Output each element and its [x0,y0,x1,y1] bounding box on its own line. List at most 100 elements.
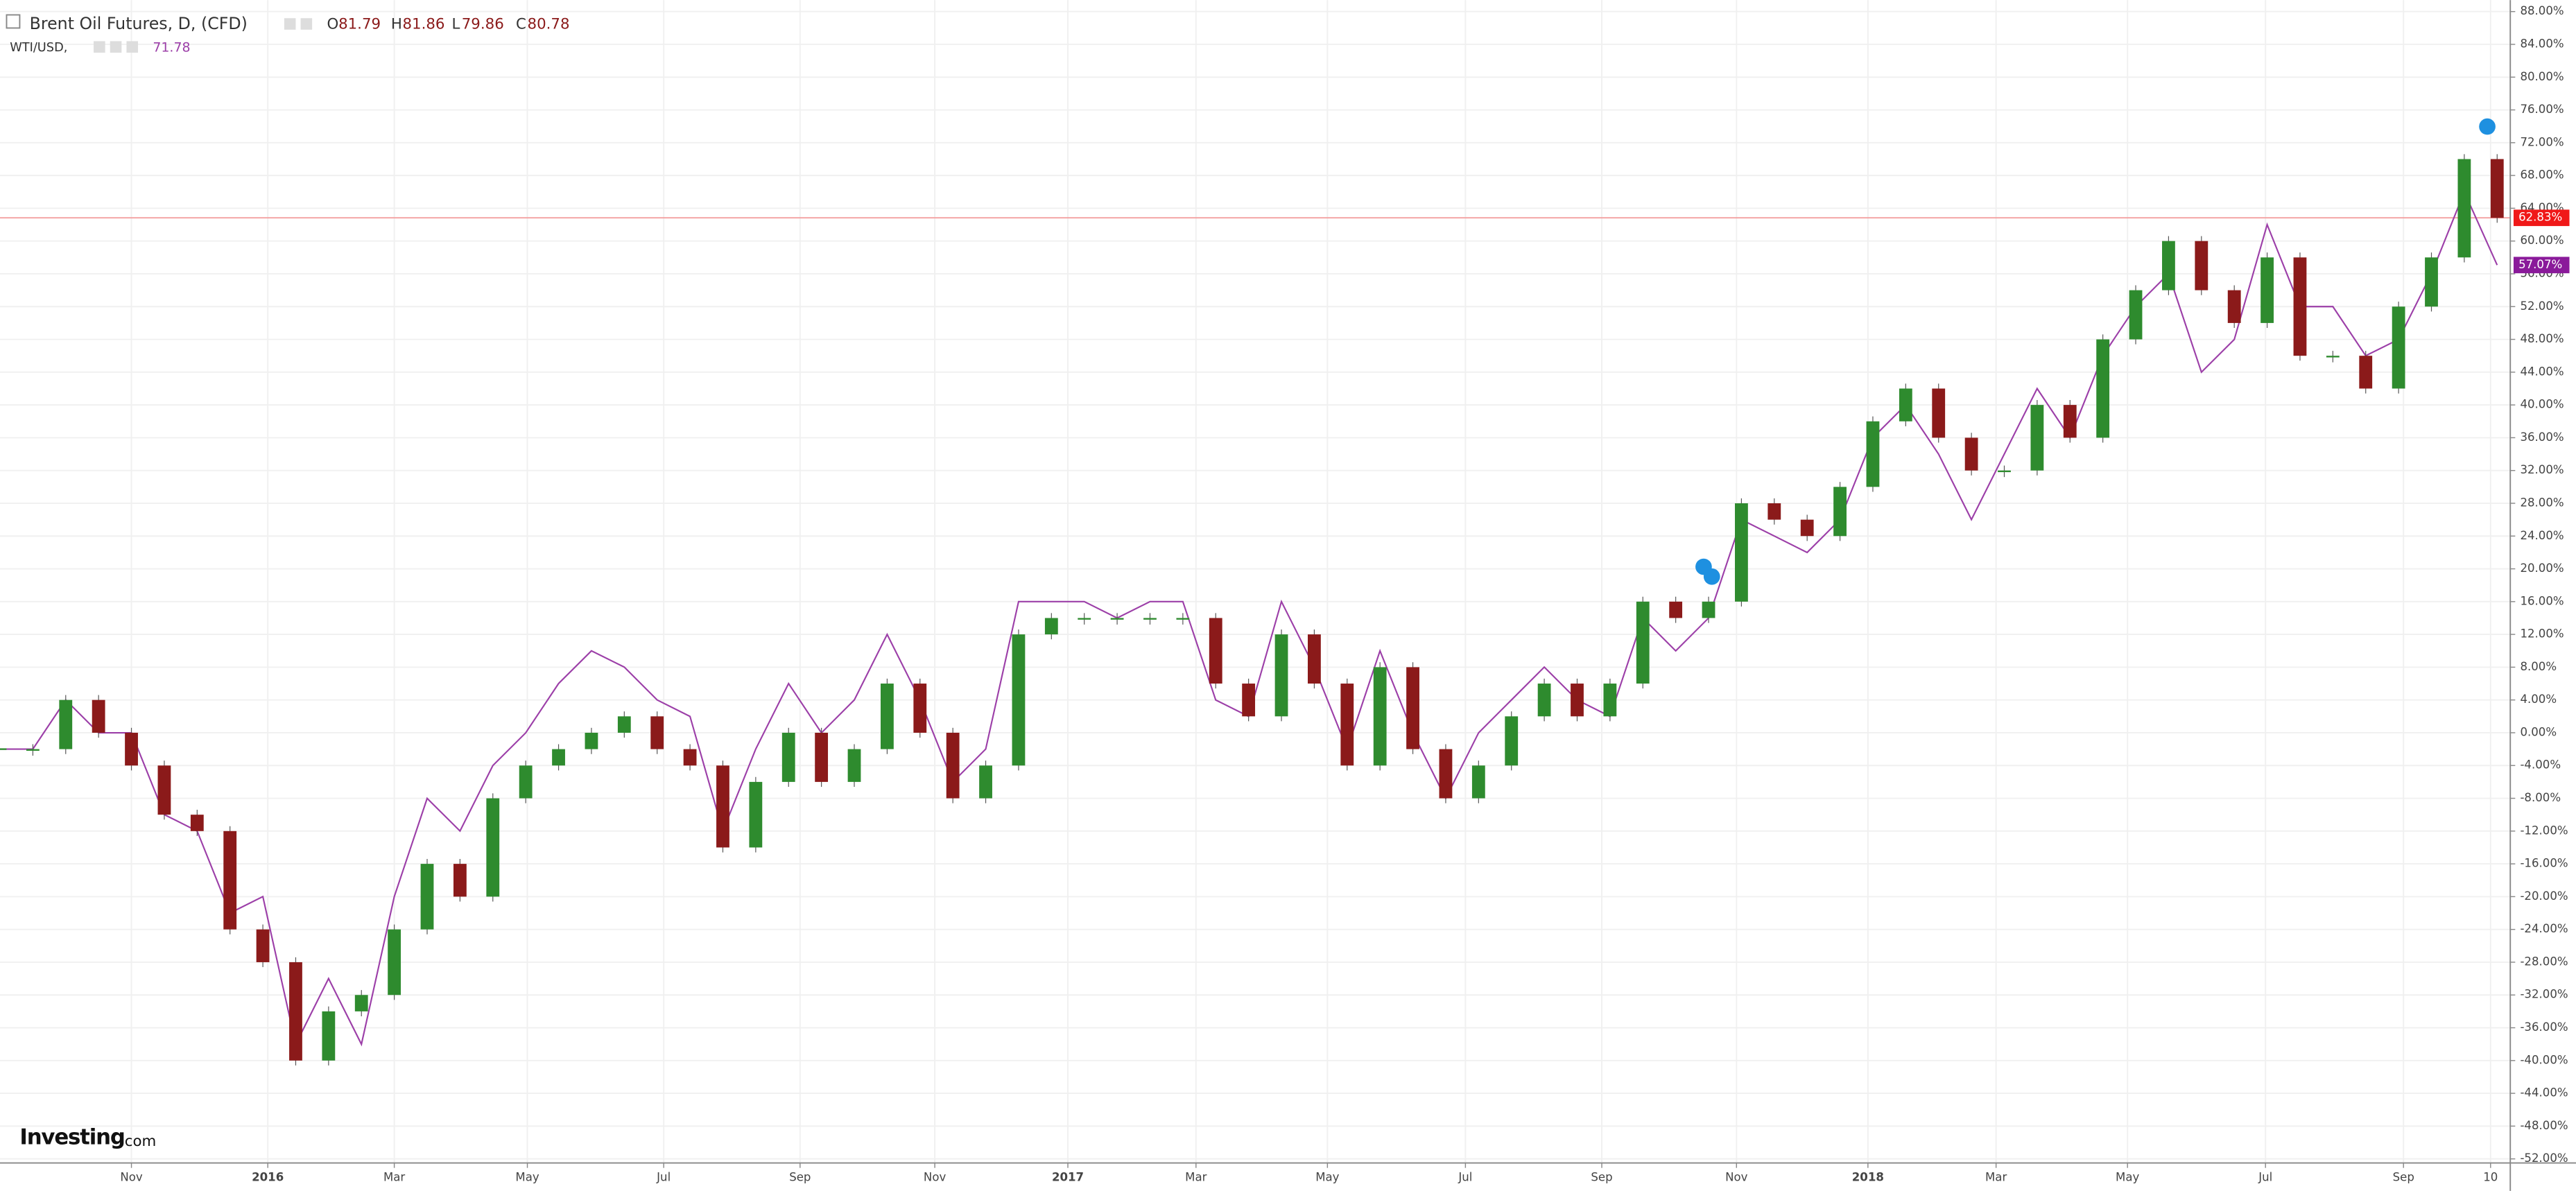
symbol: Brent Oil Futures, D, (CFD) [30,14,248,33]
candle [847,749,861,782]
candle [322,1011,336,1061]
x-tick-label: 2016 [252,1170,284,1183]
ohlc-key: C [516,16,526,33]
y-tick-label: 20.00% [2520,562,2564,575]
candle [1209,618,1222,684]
candle [256,929,270,962]
candle [92,699,105,733]
candle [1669,601,1683,618]
ohlc-value: 81.86 [402,16,444,33]
y-tick-label: 76.00% [2520,103,2564,116]
candle [1406,667,1419,749]
y-tick-label: 16.00% [2520,594,2564,607]
candle [0,748,7,750]
candle [1932,388,1946,438]
candle [1143,618,1157,620]
candle [1110,618,1124,620]
price-label: 57.07% [2518,258,2562,271]
icon[interactable] [94,41,105,53]
y-tick-label: 24.00% [2520,529,2564,542]
candle [1603,684,1617,717]
icon[interactable] [126,41,139,53]
ohlc-value: 80.78 [528,16,570,33]
x-tick-label: Sep [789,1170,811,1183]
y-tick-label: -52.00% [2520,1151,2568,1165]
icon[interactable] [300,18,313,30]
candle [1242,684,1256,717]
logo-suffix: .com [120,1133,156,1150]
x-tick-label: 2017 [1052,1170,1084,1183]
icon[interactable] [284,18,296,30]
x-tick-label: Sep [1591,1170,1612,1183]
candle [1471,765,1485,799]
x-tick-label: Nov [924,1170,946,1183]
axes: 88.00%84.00%80.00%76.00%72.00%68.00%64.0… [120,4,2570,1183]
x-tick-label: Jul [2258,1170,2272,1183]
y-tick-label: -4.00% [2520,758,2561,772]
candle [125,732,138,766]
candle [2425,257,2438,307]
candle [2326,356,2340,358]
logo: Investing [19,1125,124,1150]
ohlc-key: L [452,16,460,33]
candle [453,864,467,897]
candle [781,732,795,782]
collapse-icon[interactable] [6,14,21,29]
candle [2392,306,2405,389]
candle [1735,503,1748,602]
candle [1505,716,1519,766]
candle [1274,634,1288,717]
x-tick-label: Mar [383,1170,405,1183]
candle [650,716,664,749]
y-tick-label: 88.00% [2520,4,2564,17]
compare-symbol: WTI/USD, [10,41,67,55]
price-label: 62.83% [2518,211,2562,224]
ohlc-key: H [391,16,402,33]
candle [2129,290,2143,340]
y-tick-label: 28.00% [2520,496,2564,509]
candle [946,732,960,799]
candle [1044,618,1058,635]
y-tick-label: 8.00% [2520,660,2557,673]
candle [683,749,697,766]
candle [354,995,368,1011]
candle [1899,388,1912,421]
y-tick-label: -48.00% [2520,1119,2568,1132]
ohlc-value: 79.86 [462,16,504,33]
price-label-box [2513,209,2570,227]
y-tick-label: 40.00% [2520,398,2564,411]
candle [190,815,204,831]
candle [2162,241,2175,290]
candle [716,765,729,848]
ohlc-key: O [327,16,338,33]
icon[interactable] [110,41,122,53]
candle [2293,257,2307,356]
y-tick-label: 60.00% [2520,234,2564,247]
y-tick-label: -20.00% [2520,889,2568,903]
x-tick-label: Mar [1185,1170,1207,1183]
candle [2063,405,2077,438]
candle [2030,405,2044,471]
candle [420,864,434,930]
candle [1767,503,1781,520]
x-tick-label: Mar [1985,1170,2007,1183]
y-tick-label: -8.00% [2520,791,2561,804]
x-tick-label: Sep [2393,1170,2414,1183]
y-tick-label: 36.00% [2520,431,2564,444]
candle [519,765,533,799]
candle [1078,618,1091,620]
candle [1571,684,1584,717]
pin[interactable] [1703,568,1720,585]
candle [1998,470,2011,473]
candle [1308,634,1321,684]
x-tick-label: May [515,1170,539,1183]
x-tick-label: Jul [656,1170,671,1183]
candle [979,765,992,799]
pin[interactable] [2479,118,2496,135]
candle [2457,159,2471,258]
y-tick-label: -24.00% [2520,922,2568,935]
candle [913,684,927,733]
candle [2490,159,2504,218]
candle [1636,601,1650,684]
